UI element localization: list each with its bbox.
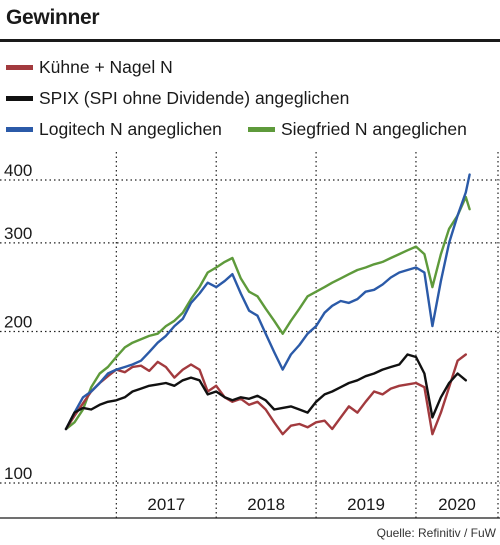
chart-title: Gewinner: [6, 6, 100, 29]
legend-swatch-logitech: [6, 126, 33, 132]
series-line-1: [64, 353, 467, 431]
x-tick-label-2020: 2020: [438, 495, 476, 514]
legend-item-spix: SPIX (SPI ohne Dividende) angeglichen: [6, 87, 349, 109]
legend-label-siegfried: Siegfried N angeglichen: [281, 118, 467, 139]
legend-label-logitech: Logitech N angeglichen: [39, 118, 222, 139]
y-tick-label-300: 300: [4, 224, 32, 243]
series-line-2: [64, 173, 471, 431]
legend-swatch-siegfried: [248, 126, 275, 132]
y-tick-label-200: 200: [4, 313, 32, 332]
x-tick-label-2018: 2018: [247, 495, 285, 514]
x-tick-label-2017: 2017: [147, 495, 185, 514]
legend-item-kuehne: Kühne + Nagel N: [6, 56, 173, 78]
legend-swatch-kuehne: [6, 64, 33, 70]
series-line-3: [64, 195, 471, 431]
series-line-0: [64, 353, 467, 436]
legend-item-siegfried: Siegfried N angeglichen: [248, 118, 467, 140]
legend-item-logitech: Logitech N angeglichen: [6, 118, 222, 140]
y-tick-label-100: 100: [4, 464, 32, 483]
legend-label-spix: SPIX (SPI ohne Dividende) angeglichen: [39, 87, 350, 108]
legend-label-kuehne: Kühne + Nagel N: [39, 56, 173, 77]
legend-swatch-spix: [6, 95, 33, 101]
y-tick-label-400: 400: [4, 161, 32, 180]
title-rule: [0, 39, 500, 42]
x-tick-label-2019: 2019: [347, 495, 385, 514]
source-note: Quelle: Refinitiv / FuW: [376, 526, 496, 540]
